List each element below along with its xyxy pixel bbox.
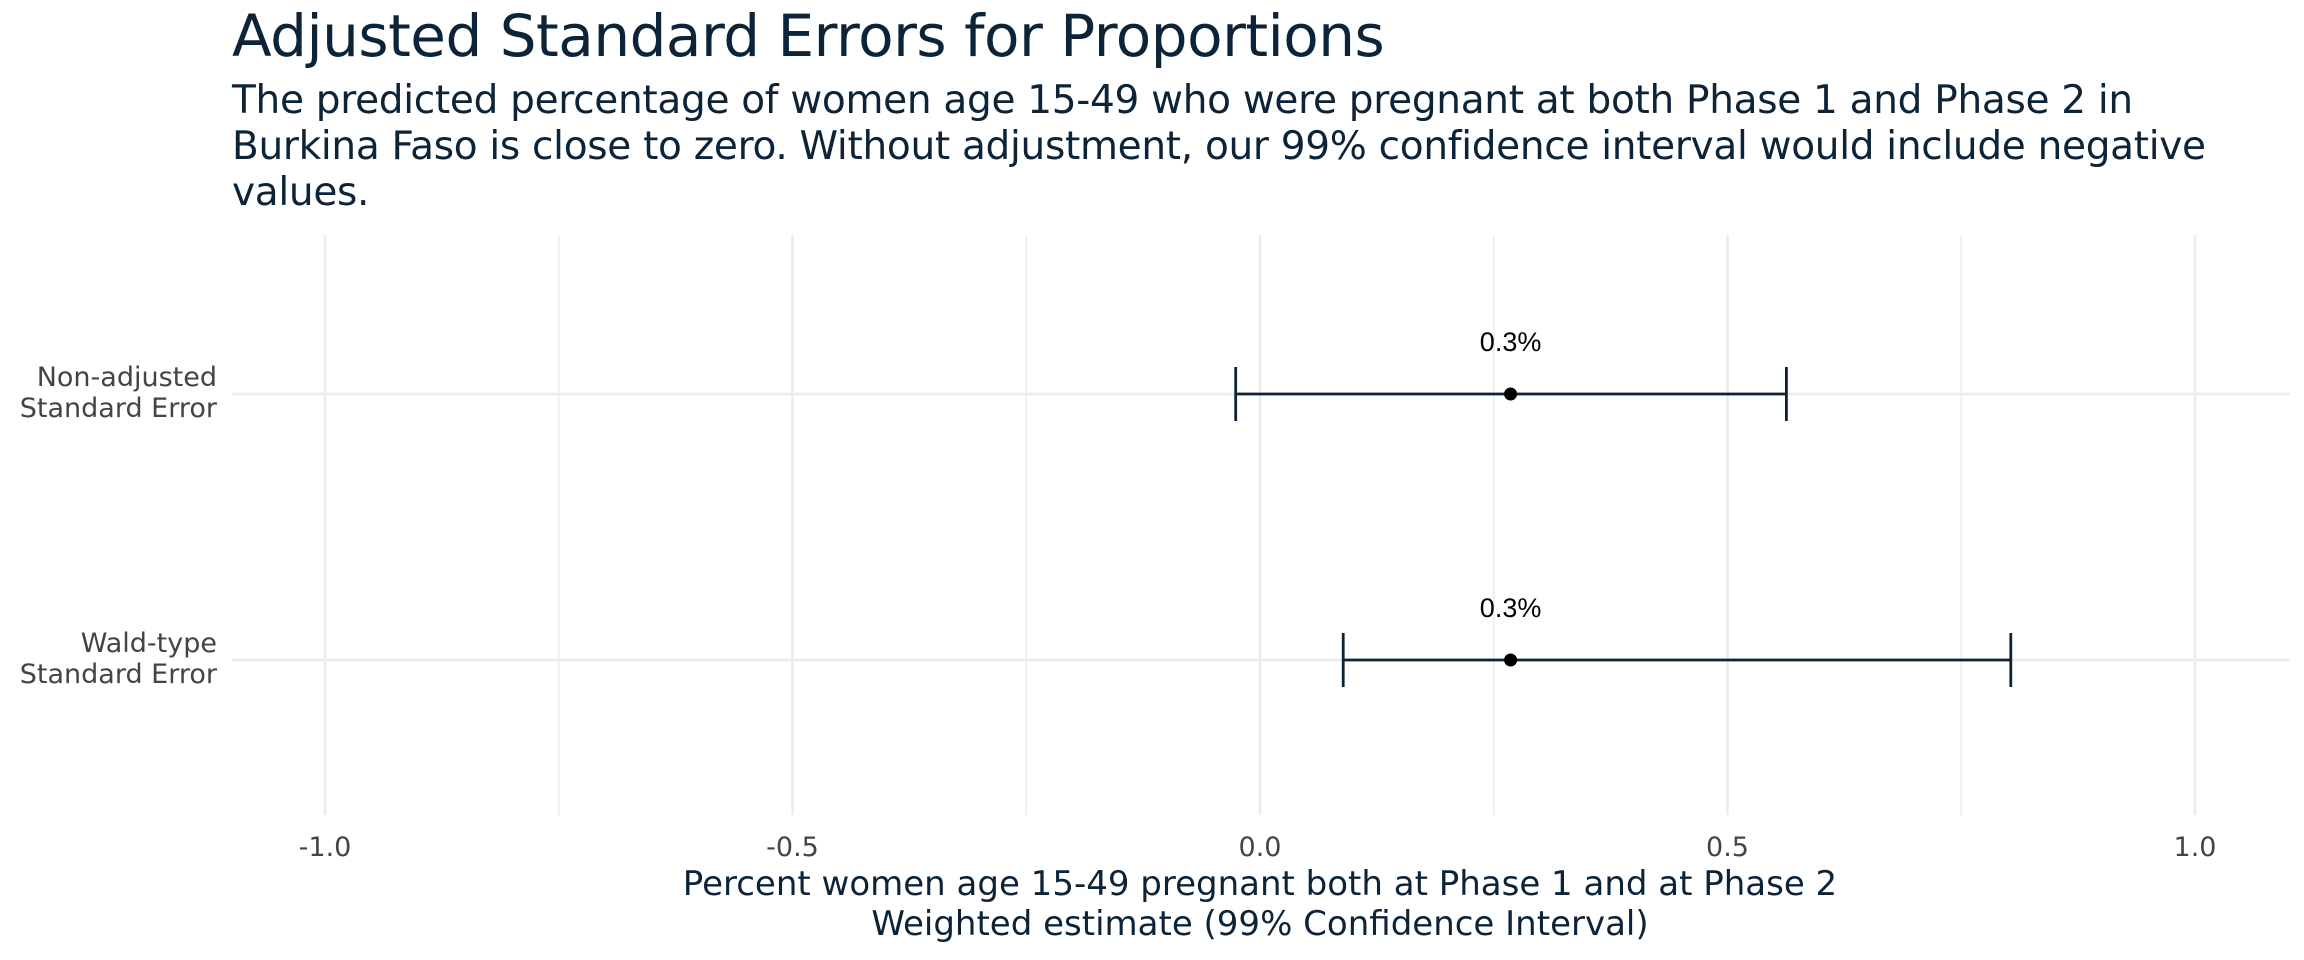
x-tick-label: -1.0: [299, 832, 352, 863]
chart-marks: [1234, 367, 2013, 687]
x-tick-label: 0.5: [1706, 832, 1749, 863]
data-label: 0.3%: [1480, 327, 1542, 357]
y-tick-label: Standard Error: [20, 393, 218, 424]
x-axis-title-line-2: Weighted estimate (99% Confidence Interv…: [871, 904, 1648, 944]
data-label: 0.3%: [1480, 593, 1542, 623]
x-tick-label: 1.0: [2174, 832, 2217, 863]
y-tick-label: Non-adjusted: [37, 362, 217, 393]
estimate-point: [1504, 387, 1518, 401]
x-tick-label: -0.5: [766, 832, 819, 863]
x-axis-title-line-1: Percent women age 15-49 pregnant both at…: [683, 864, 1837, 904]
estimate-point: [1504, 653, 1518, 667]
y-tick-label: Wald-type: [81, 628, 217, 659]
y-tick-label: Standard Error: [20, 659, 218, 690]
chart-title: Adjusted Standard Errors for Proportions: [232, 2, 1385, 70]
gridlines: [232, 235, 2290, 815]
chart-subtitle: The predicted percentage of women age 15…: [232, 78, 2206, 215]
x-tick-label: 0.0: [1239, 832, 1282, 863]
